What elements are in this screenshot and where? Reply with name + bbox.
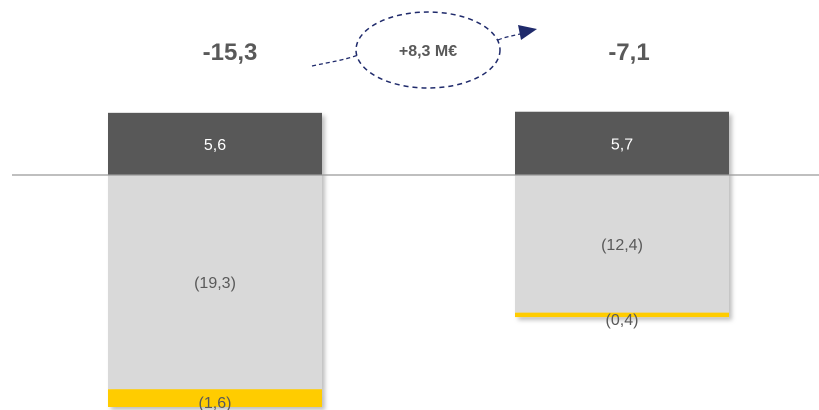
segment-label-negative-small-2: (0,4) — [606, 312, 639, 329]
bar-segment-positive-2 — [515, 111, 729, 175]
arrow-dashed-right — [497, 33, 521, 41]
arrow-dashed-left — [311, 54, 359, 67]
bar-segment-negative-small-2 — [515, 312, 729, 318]
total-label-2: -7,1 — [608, 39, 649, 66]
change-annotation: +8,3 M€ — [311, 11, 537, 89]
bar-segment-negative-main-2 — [515, 175, 729, 313]
segment-label-positive-1: 5,6 — [204, 137, 226, 154]
segment-label-negative-small-1: (1,6) — [199, 395, 232, 410]
bar-stack-1 — [108, 112, 322, 407]
segment-label-positive-2: 5,7 — [611, 136, 633, 153]
segment-label-negative-main-1: (19,3) — [194, 275, 236, 292]
total-label-1: -15,3 — [203, 39, 258, 66]
bar-segment-negative-small-1 — [108, 389, 322, 407]
segment-label-negative-main-2: (12,4) — [601, 237, 643, 254]
bar-segment-negative-main-1 — [108, 175, 322, 390]
bar-stack-2 — [515, 111, 729, 318]
bar-segment-positive-1 — [108, 112, 322, 175]
change-label: +8,3 M€ — [399, 43, 457, 60]
change-ellipse — [355, 11, 501, 89]
arrow-head-icon — [518, 25, 537, 40]
